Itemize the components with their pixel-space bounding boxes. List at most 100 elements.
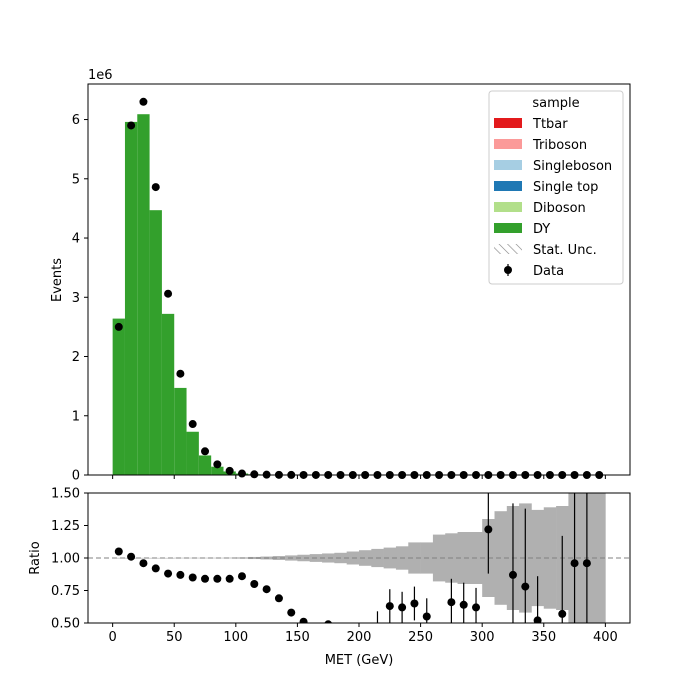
x-tick-label: 350	[531, 630, 556, 645]
ratio-y-axis-label: Ratio	[28, 541, 43, 574]
ratio-point	[324, 620, 332, 623]
band-segment	[432, 534, 446, 582]
y-scale-label: 1e6	[88, 68, 113, 83]
ratio-point	[508, 570, 517, 579]
x-tick-label: 50	[166, 630, 183, 645]
ratio-y-tick-label: 0.75	[51, 584, 80, 599]
data-point	[127, 121, 136, 130]
legend-entries: Ttbar Triboson Singleboson Single top Diboso…	[494, 117, 612, 279]
x-tick-label: 400	[593, 630, 618, 645]
ratio-point	[225, 574, 234, 583]
band-segment	[593, 493, 606, 623]
ratio-point	[484, 525, 493, 534]
legend-swatch	[494, 181, 522, 191]
ratio-point	[114, 547, 123, 556]
legend-swatch-hatch	[494, 244, 522, 254]
legend-label: Data	[533, 264, 564, 279]
ratio-point	[188, 573, 197, 582]
data-point	[139, 97, 148, 106]
y-tick-label: 0	[72, 469, 80, 484]
legend-swatch	[494, 223, 522, 233]
x-tick-label: 150	[285, 630, 310, 645]
ratio-clip	[88, 493, 630, 623]
ratio-y-tick-label: 1.25	[51, 519, 80, 534]
ratio-y-tick-label: 1.00	[51, 552, 80, 567]
bar-dy	[149, 210, 162, 475]
x-tick-label: 100	[223, 630, 248, 645]
y-tick-label: 1	[72, 409, 80, 424]
ratio-x-ticks: 0 50 100 150 200 250 300 350 400	[108, 623, 618, 645]
ratio-panel: 0.50 0.75 1.00 1.25 1.50 0 50 100 150 200 250 300 3…	[28, 487, 631, 668]
y-tick-label: 2	[72, 350, 80, 365]
legend-swatch	[494, 139, 522, 149]
legend-marker	[504, 266, 512, 274]
data-point	[164, 289, 173, 298]
data-point	[250, 470, 259, 479]
legend-label: Triboson	[532, 138, 587, 153]
ratio-y-tick-label: 1.50	[51, 487, 80, 502]
data-point	[225, 466, 234, 475]
ratio-point	[237, 572, 246, 581]
band-segment	[112, 557, 126, 559]
legend-label: Singleboson	[533, 159, 612, 174]
band-segment	[383, 547, 397, 569]
bar-dy	[112, 318, 125, 475]
band-segment	[198, 557, 212, 559]
legend-title: sample	[532, 96, 579, 111]
bar-dy	[186, 431, 199, 475]
ratio-point	[287, 608, 296, 617]
ratio-point	[274, 594, 283, 603]
ratio-point	[299, 617, 308, 623]
y-tick-label: 4	[72, 232, 80, 247]
legend-swatch	[494, 118, 522, 128]
ratio-point	[570, 559, 579, 568]
ratio-point	[250, 580, 259, 588]
data-point	[213, 460, 222, 469]
ratio-point	[164, 569, 173, 578]
ratio-point	[472, 603, 481, 612]
ratio-point	[521, 582, 530, 591]
data-point	[201, 447, 210, 456]
data-point	[176, 369, 185, 378]
legend-box	[488, 90, 624, 285]
main-y-ticks: 0 1 2 3 4 5 6	[72, 113, 88, 484]
ratio-point	[582, 559, 591, 568]
band-segment	[297, 554, 311, 562]
main-panel: 0 1 2 3 4 5 6 1e6 Events	[50, 68, 631, 484]
legend-label: Stat. Unc.	[533, 243, 597, 258]
legend: sample Ttbar Triboson Singleboson Single to…	[488, 90, 624, 285]
legend-label: Ttbar	[532, 117, 568, 132]
y-tick-label: 5	[72, 172, 80, 187]
band-segment	[223, 557, 237, 559]
legend-swatch	[494, 160, 522, 170]
bar-dy	[198, 455, 212, 475]
x-tick-label: 200	[347, 630, 372, 645]
ratio-point	[558, 609, 567, 618]
legend-label: Single top	[533, 180, 598, 195]
ratio-point	[139, 559, 148, 568]
ratio-point	[176, 570, 185, 579]
ratio-points	[114, 493, 591, 623]
ratio-point	[213, 574, 222, 583]
ratio-y-ticks: 0.50 0.75 1.00 1.25 1.50	[51, 487, 88, 632]
ratio-point	[447, 598, 456, 607]
band-segment	[408, 542, 421, 574]
ratio-point	[385, 602, 394, 611]
ratio-point	[422, 612, 431, 621]
legend-swatch	[494, 202, 522, 212]
ratio-point	[376, 622, 379, 623]
band-segment	[137, 557, 150, 559]
x-tick-label: 0	[108, 630, 116, 645]
main-x-ticks	[112, 475, 606, 479]
bar-dy	[211, 466, 224, 475]
band-segment	[248, 556, 261, 560]
data-point	[237, 469, 246, 478]
ratio-point	[151, 564, 160, 573]
bar-dy	[124, 121, 138, 475]
y-tick-label: 3	[72, 291, 80, 306]
ratio-point	[127, 552, 136, 561]
x-tick-label: 250	[408, 630, 433, 645]
main-y-axis-label: Events	[50, 258, 65, 302]
x-tick-label: 300	[470, 630, 495, 645]
